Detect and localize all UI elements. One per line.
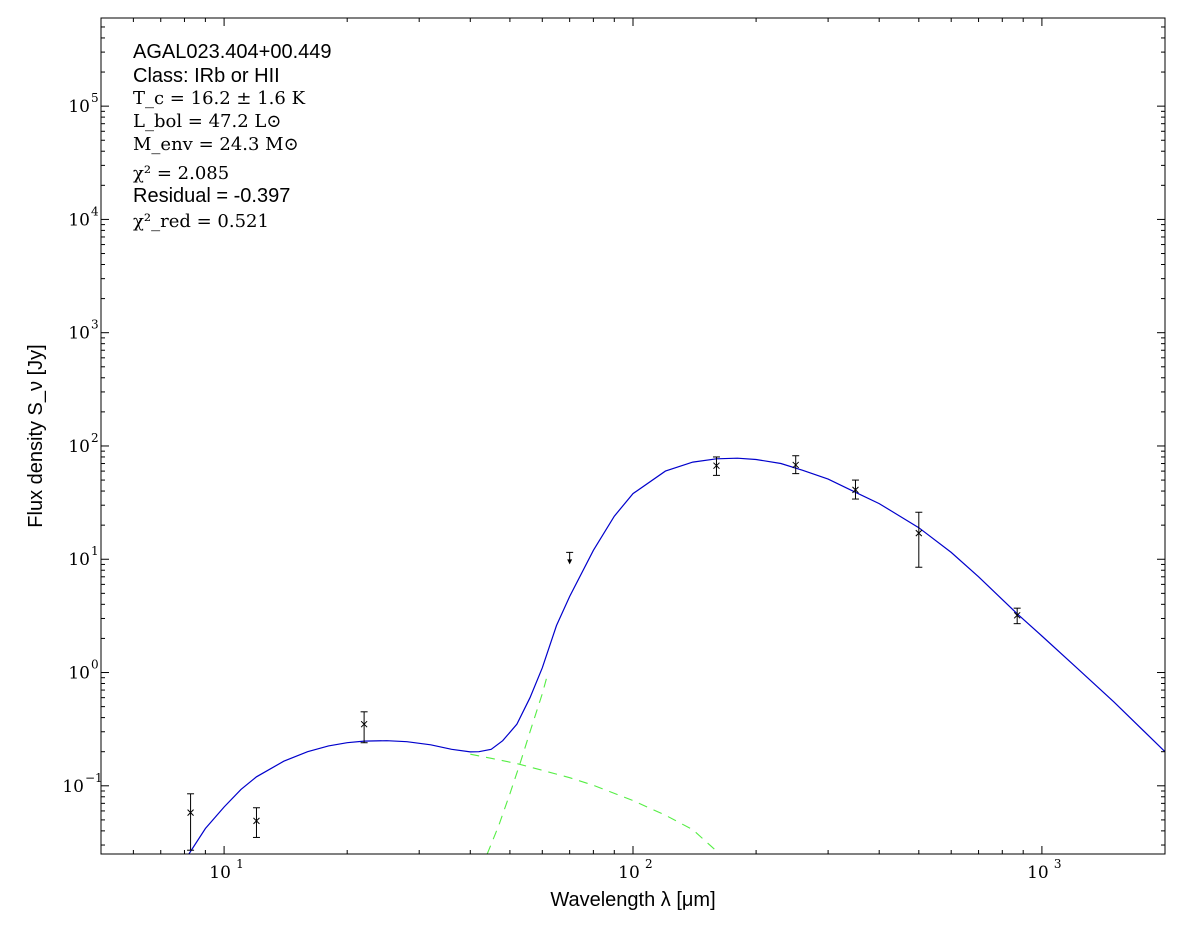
y-tick-exponent: 3 [91,318,99,332]
upper-limit-arrow [567,559,573,565]
data-marker [915,529,923,537]
x-axis-label: Wavelength λ [μm] [550,889,715,911]
y-tick-label: 10 [68,210,90,230]
y-tick-exponent: 4 [91,204,99,218]
cold-component-line [486,672,549,854]
y-tick-label: 10 [68,550,90,570]
y-tick-label: 10 [68,664,90,684]
chi2-reduced-label: χ²_red = 0.521 [133,211,269,232]
temperature-label: T_c = 16.2 ± 1.6 K [133,88,306,109]
y-tick-exponent: 0 [91,658,99,672]
data-point [187,793,195,851]
data-marker [360,720,368,728]
data-points [187,455,1021,851]
data-point [851,479,859,500]
y-tick-exponent: 2 [91,431,99,445]
residual-label: Residual = -0.397 [133,185,290,207]
y-axis-label: Flux density S_ν [Jy] [25,344,47,527]
luminosity-label: L_bol = 47.2 L⊙ [133,111,281,132]
upper-limit-point [566,551,574,565]
x-tick-label: 10 [209,863,231,883]
total-fit-line [188,457,1165,854]
data-marker [1013,611,1021,619]
data-marker [187,809,194,816]
data-point [712,456,720,476]
data-marker [253,817,260,825]
axis-ticks [100,17,1166,854]
data-point [252,807,260,838]
envelope-mass-label: M_env = 24.3 M⊙ [133,134,299,155]
plot-frame [100,17,1166,855]
y-tick-label: 10 [62,777,84,797]
fit-curves [188,457,1165,854]
data-point [1013,607,1021,625]
x-tick-label: 10 [1027,863,1049,883]
y-tick-label: 10 [68,324,90,344]
plot-area [101,18,1165,854]
y-tick-label: 10 [68,97,90,117]
class-label: Class: IRb or HII [133,65,280,87]
source-name: AGAL023.404+00.449 [133,41,332,63]
warm-component-line [470,753,721,854]
y-tick-exponent: 5 [91,91,99,105]
data-point [915,511,923,568]
x-tick-exponent: 3 [1054,857,1062,871]
x-tick-label: 10 [618,863,640,883]
data-marker [852,486,859,494]
info-block: AGAL023.404+00.449 Class: IRb or HII T_c… [133,41,332,232]
y-tick-exponent: 1 [91,544,99,558]
y-tick-exponent: −1 [85,771,103,785]
data-marker [713,462,720,470]
data-point [792,455,800,475]
x-tick-exponent: 1 [236,857,244,871]
y-tick-label: 10 [68,437,90,457]
x-tick-exponent: 2 [645,857,653,871]
data-marker [792,461,800,469]
data-point [360,711,368,744]
chi2-label: χ² = 2.085 [133,163,229,184]
